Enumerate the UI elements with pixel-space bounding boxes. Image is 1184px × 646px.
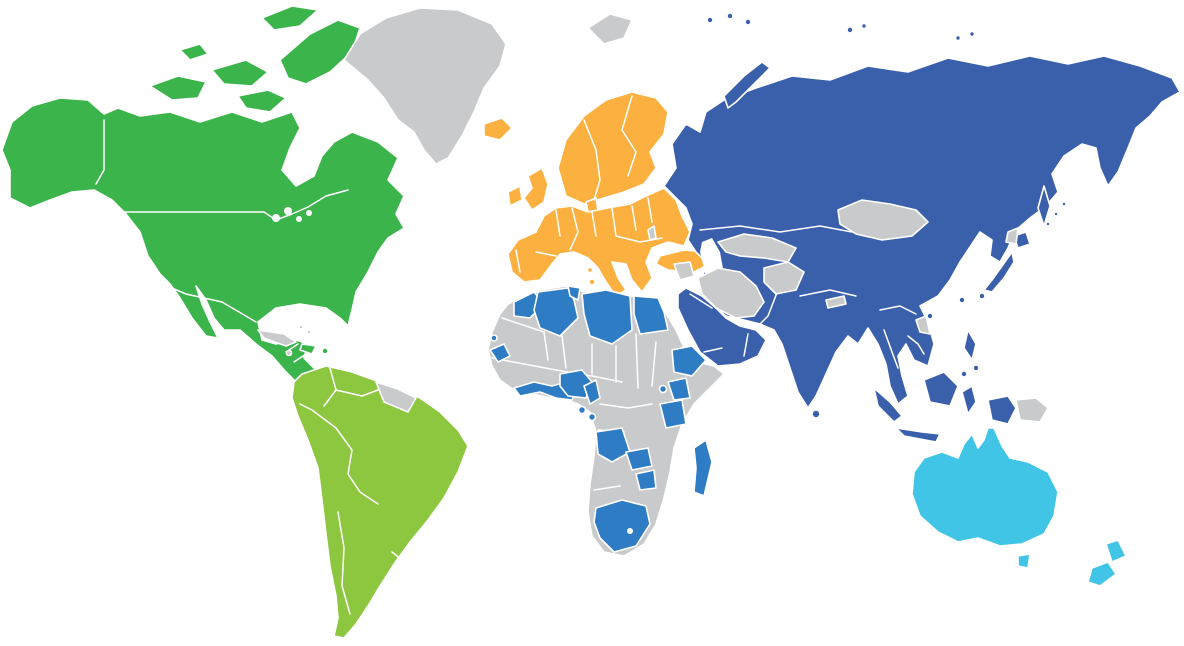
region-greenland (257, 7, 633, 357)
region-south-america (291, 365, 469, 639)
europe-borders (515, 95, 663, 273)
region-oceania (911, 427, 1127, 587)
asia-borders (689, 225, 925, 369)
asia-unshaded (673, 199, 1049, 423)
south-america-borders (299, 367, 403, 615)
region-europe (483, 91, 711, 304)
region-africa-shaded (489, 285, 713, 553)
region-asia (663, 12, 1181, 443)
moldova-unshaded (647, 225, 657, 241)
lesotho (627, 528, 633, 534)
guyanas-unshaded (375, 381, 417, 413)
region-north-america (1, 5, 405, 413)
great-lakes (272, 207, 312, 222)
